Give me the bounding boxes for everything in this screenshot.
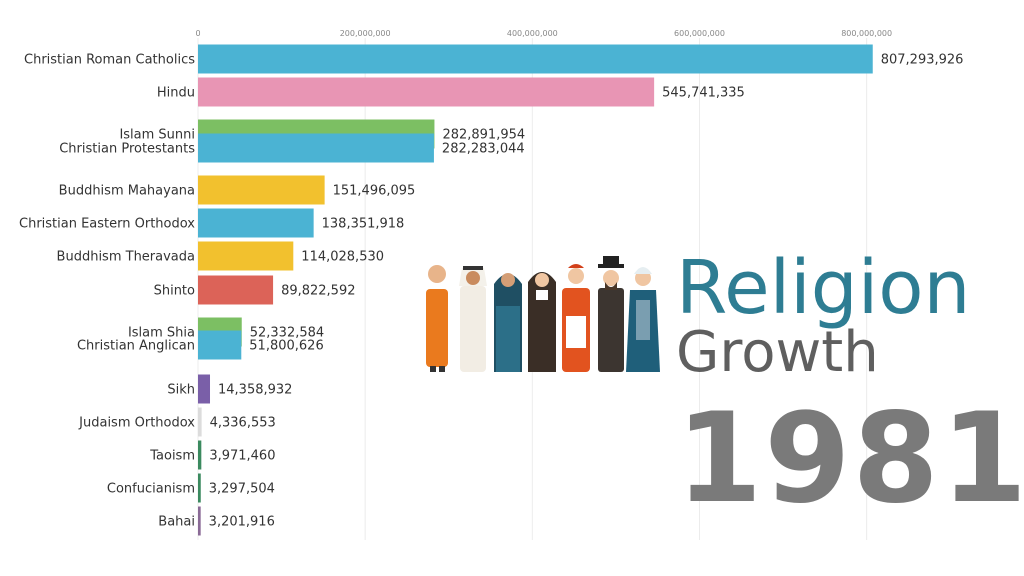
title-growth: Growth [676, 320, 879, 385]
bar [198, 77, 655, 107]
value-label: 151,496,095 [333, 184, 416, 199]
category-label: Buddhism Theravada [57, 250, 195, 265]
category-label: Taoism [149, 449, 195, 464]
bar [198, 275, 274, 305]
bar [198, 440, 202, 470]
bar [198, 208, 314, 238]
monk-figure [426, 265, 448, 372]
value-label: 114,028,530 [301, 250, 384, 265]
x-tick-label: 400,000,000 [507, 29, 558, 38]
bar [198, 175, 325, 205]
value-label: 138,351,918 [322, 217, 405, 232]
bar [198, 407, 202, 437]
category-label: Christian Roman Catholics [24, 53, 195, 68]
value-label: 3,971,460 [209, 449, 275, 464]
category-label: Christian Protestants [59, 142, 195, 157]
value-label: 52,332,584 [250, 326, 324, 341]
orthodox-jew-figure [598, 256, 624, 372]
bar [198, 473, 201, 503]
category-label: Christian Anglican [77, 339, 195, 354]
bar [198, 133, 434, 163]
x-tick-label: 600,000,000 [674, 29, 725, 38]
hijab-figure [494, 273, 522, 372]
value-label: 89,822,592 [281, 284, 355, 299]
people-of-different-religions-illustration [426, 256, 660, 372]
value-label: 807,293,926 [881, 53, 964, 68]
x-tick-label: 800,000,000 [841, 29, 892, 38]
category-label: Christian Eastern Orthodox [19, 217, 195, 232]
value-label: 4,336,553 [210, 416, 276, 431]
category-label: Islam Sunni [119, 128, 195, 143]
nun-figure [528, 272, 556, 372]
value-label: 14,358,932 [218, 383, 292, 398]
category-label: Buddhism Mahayana [59, 184, 195, 199]
category-label: Bahai [158, 515, 195, 530]
x-tick-label: 0 [195, 29, 200, 38]
arab-figure [459, 266, 487, 372]
bar [198, 506, 201, 536]
bar [198, 241, 294, 271]
value-label: 51,800,626 [249, 339, 323, 354]
value-label: 545,741,335 [662, 86, 745, 101]
value-label: 3,201,916 [209, 515, 275, 530]
cardinal-figure [562, 264, 590, 372]
category-label: Confucianism [107, 482, 195, 497]
amish-woman-figure [626, 267, 660, 372]
category-label: Hindu [157, 86, 195, 101]
category-label: Sikh [167, 383, 195, 398]
title-religion: Religion [676, 245, 971, 331]
value-label: 282,891,954 [442, 128, 525, 143]
value-label: 282,283,044 [442, 142, 525, 157]
value-label: 3,297,504 [209, 482, 275, 497]
category-label: Shinto [154, 284, 195, 299]
category-label: Judaism Orthodox [78, 416, 195, 431]
bar [198, 374, 211, 404]
category-label: Islam Shia [128, 326, 195, 341]
bar [198, 330, 242, 360]
bar [198, 44, 873, 74]
x-tick-label: 200,000,000 [340, 29, 391, 38]
year-label: 1981 [676, 387, 1024, 531]
